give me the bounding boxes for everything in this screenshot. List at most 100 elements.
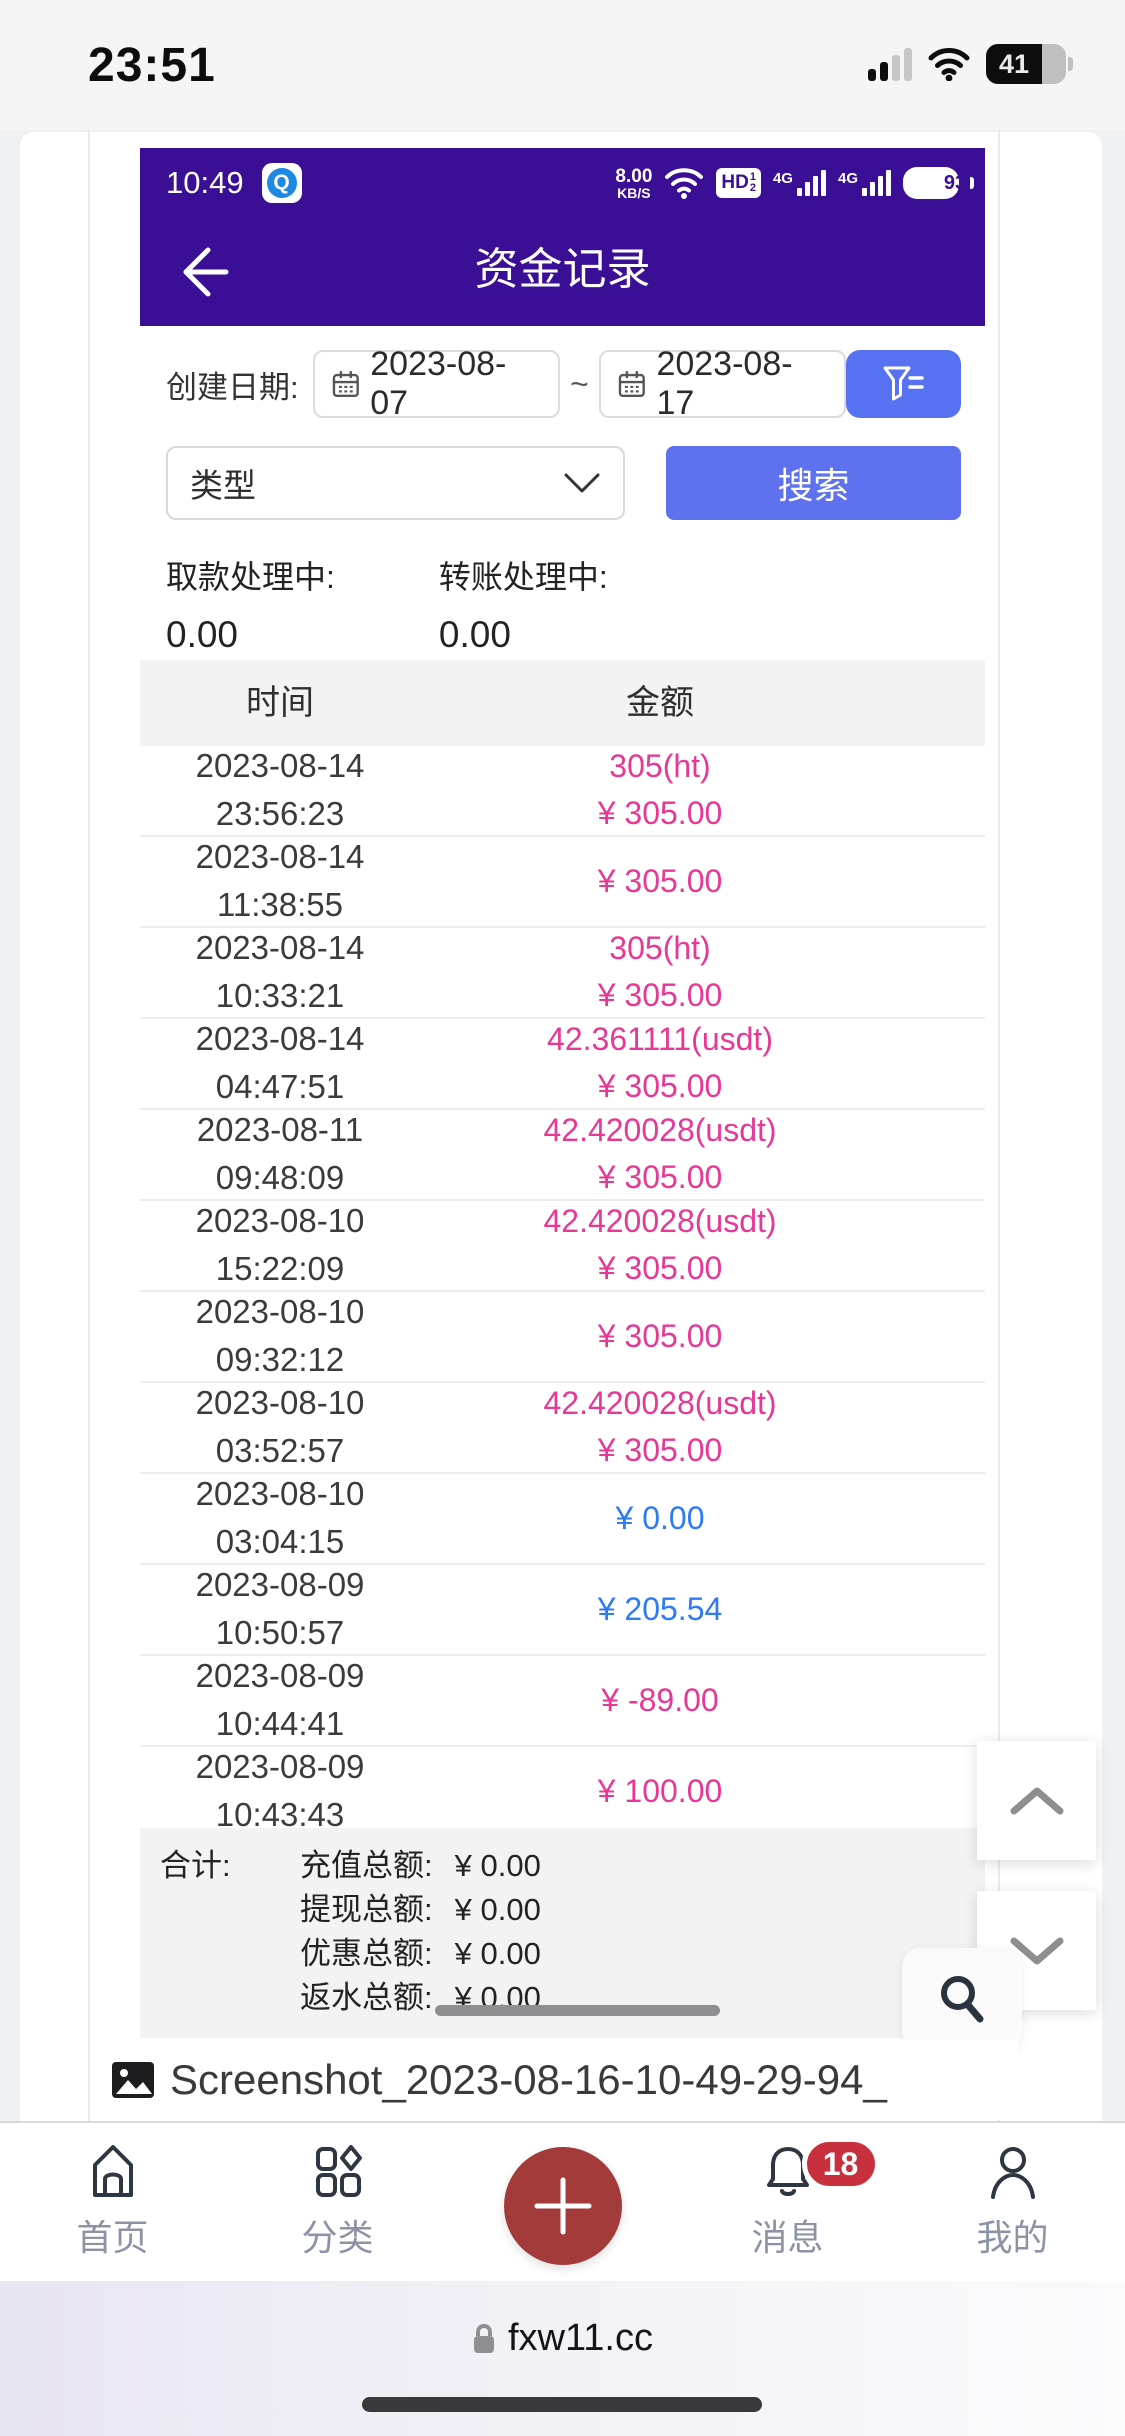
summary-item-label: 返水总额:	[300, 1980, 433, 2015]
row-time: 23:56:23	[215, 795, 345, 832]
calendar-icon	[618, 371, 645, 398]
table-row[interactable]: 2023-08-14 11:38:55 ¥ 305.00	[140, 837, 985, 928]
row-time: 15:22:09	[215, 1250, 345, 1287]
add-post-button[interactable]	[503, 2147, 622, 2265]
ios-status-bar: 23:51 41	[0, 0, 1125, 130]
nav-item-home[interactable]: 首页	[0, 2123, 225, 2281]
row-date: 2023-08-09	[195, 1566, 365, 1604]
sim1-signal-icon: 4G	[773, 170, 826, 196]
row-amount: ¥ 305.00	[597, 1432, 723, 1468]
back-arrow-icon[interactable]	[174, 242, 234, 302]
row-amount: ¥ 305.00	[597, 1250, 723, 1286]
table-row[interactable]: 2023-08-14 10:33:21 305(ht) ¥ 305.00	[140, 928, 985, 1019]
nav-label-profile: 我的	[976, 2217, 1049, 2258]
row-time: 10:33:21	[215, 977, 345, 1014]
table-row[interactable]: 2023-08-14 23:56:23 305(ht) ¥ 305.00	[140, 746, 985, 837]
nav-item-messages[interactable]: 18 消息	[675, 2123, 900, 2281]
pending-amounts-row: 取款处理中: 0.00 转账处理中: 0.00	[166, 552, 961, 656]
nav-item-categories[interactable]: 分类	[225, 2123, 450, 2281]
nav-label-messages: 消息	[751, 2217, 824, 2258]
chevron-down-icon	[1010, 1937, 1063, 1964]
date-from-input[interactable]: 2023-08-07	[312, 345, 561, 422]
row-date: 2023-08-14	[195, 747, 365, 785]
type-select[interactable]: 类型	[166, 446, 625, 520]
column-divider-right	[998, 130, 1000, 2122]
row-time-cell: 2023-08-14 04:47:51	[140, 1019, 420, 1108]
scroll-up-button[interactable]	[977, 1741, 1096, 1860]
attachment-caption[interactable]: Screenshot_2023-08-16-10-49-29-94_	[110, 2040, 1018, 2120]
row-amount-label: 42.420028(usdt)	[543, 1203, 777, 1240]
row-time-cell: 2023-08-10 03:04:15	[140, 1474, 420, 1563]
summary-footer: 合计: 充值总额: ¥ 0.00 提现总额: ¥ 0.00 优惠总额: ¥ 0	[140, 1828, 985, 2038]
home-indicator[interactable]	[362, 2397, 762, 2412]
date-range-separator: ~	[570, 365, 589, 402]
address-bar[interactable]: fxw11.cc	[0, 2317, 1125, 2360]
row-amount-label: 42.420028(usdt)	[543, 1112, 777, 1149]
row-date: 2023-08-14	[195, 1020, 365, 1058]
row-amount-label: 305(ht)	[609, 930, 711, 967]
row-amount-cell: 305(ht) ¥ 305.00	[510, 746, 810, 835]
table-row[interactable]: 2023-08-10 03:04:15 ¥ 0.00	[140, 1474, 985, 1565]
sim2-signal-icon: 4G	[838, 170, 891, 196]
app-header: 资金记录	[140, 218, 985, 326]
row-date: 2023-08-09	[195, 1657, 365, 1695]
table-row[interactable]: 2023-08-14 04:47:51 42.361111(usdt) ¥ 30…	[140, 1019, 985, 1110]
row-time: 11:38:55	[216, 886, 343, 923]
row-amount: ¥ 305.00	[597, 977, 723, 1013]
row-time-cell: 2023-08-11 09:48:09	[140, 1110, 420, 1199]
row-time-cell: 2023-08-10 09:32:12	[140, 1292, 420, 1381]
table-row[interactable]: 2023-08-09 10:50:57 ¥ 205.54	[140, 1565, 985, 1656]
row-time-cell: 2023-08-09 10:50:57	[140, 1565, 420, 1654]
date-to-input[interactable]: 2023-08-17	[598, 345, 847, 422]
nav-item-profile[interactable]: 我的	[900, 2123, 1125, 2281]
summary-item-value: ¥ 0.00	[454, 1892, 541, 1927]
chevron-up-icon	[1010, 1787, 1063, 1814]
row-time-cell: 2023-08-10 03:52:57	[140, 1383, 420, 1472]
row-date: 2023-08-10	[195, 1202, 365, 1240]
network-speed: 8.00 KB/S	[615, 165, 653, 201]
row-time: 09:48:09	[215, 1159, 345, 1196]
row-amount: ¥ 100.00	[597, 1772, 723, 1809]
user-icon	[990, 2147, 1035, 2199]
row-amount-cell: ¥ 0.00	[510, 1474, 810, 1563]
row-amount: ¥ 305.00	[597, 1159, 723, 1195]
row-date: 2023-08-09	[195, 1748, 365, 1786]
row-amount: ¥ -89.00	[601, 1681, 719, 1718]
search-button[interactable]: 搜索	[666, 446, 961, 520]
table-row[interactable]: 2023-08-09 10:43:43 ¥ 100.00	[140, 1747, 985, 1838]
row-amount: ¥ 305.00	[597, 1068, 723, 1104]
table-row[interactable]: 2023-08-09 10:44:41 ¥ -89.00	[140, 1656, 985, 1747]
cellular-signal-icon	[868, 47, 912, 81]
row-amount-cell: 42.420028(usdt) ¥ 305.00	[510, 1201, 810, 1290]
table-row[interactable]: 2023-08-10 03:52:57 42.420028(usdt) ¥ 30…	[140, 1383, 985, 1474]
battery-icon: 41	[986, 44, 1066, 84]
nav-label-categories: 分类	[301, 2217, 374, 2258]
content-divider	[0, 2121, 1125, 2123]
row-time-cell: 2023-08-14 10:33:21	[140, 928, 420, 1017]
page-search-button[interactable]	[902, 1948, 1022, 2050]
table-row[interactable]: 2023-08-10 15:22:09 42.420028(usdt) ¥ 30…	[140, 1201, 985, 1292]
row-date: 2023-08-10	[195, 1475, 365, 1513]
column-divider-left	[88, 130, 90, 2122]
summary-item-value: ¥ 0.00	[454, 1936, 541, 1971]
row-amount-cell: ¥ 305.00	[510, 1292, 810, 1381]
row-amount-cell: 305(ht) ¥ 305.00	[510, 928, 810, 1017]
row-amount-cell: ¥ 205.54	[510, 1565, 810, 1654]
table-row[interactable]: 2023-08-10 09:32:12 ¥ 305.00	[140, 1292, 985, 1383]
filter-section: 创建日期: 2023-08-07 ~	[140, 326, 985, 656]
row-amount-label: 42.361111(usdt)	[547, 1021, 773, 1058]
row-amount-cell: ¥ -89.00	[510, 1656, 810, 1745]
nav-item-add	[450, 2123, 675, 2281]
row-amount: ¥ 305.00	[597, 795, 723, 831]
summary-items: 充值总额: ¥ 0.00 提现总额: ¥ 0.00 优惠总额: ¥ 0.00	[300, 1844, 541, 2038]
table-row[interactable]: 2023-08-11 09:48:09 42.420028(usdt) ¥ 30…	[140, 1110, 985, 1201]
row-time: 10:43:43	[215, 1796, 345, 1833]
summary-item: 提现总额: ¥ 0.00	[300, 1888, 541, 1932]
bell-icon	[766, 2147, 809, 2196]
filter-button[interactable]	[846, 350, 961, 418]
site-bottom-nav: 首页 分类 18 消息	[0, 2123, 1125, 2281]
